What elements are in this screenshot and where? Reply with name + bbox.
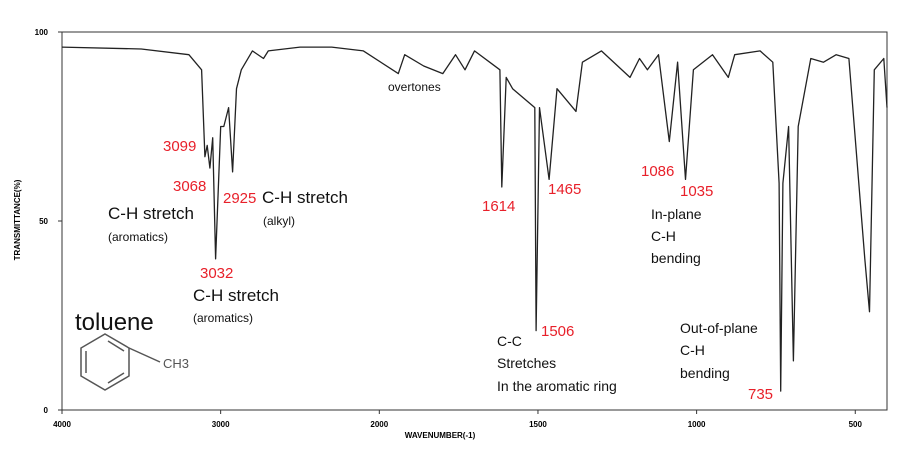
annotation: (aromatics) (108, 230, 168, 244)
annotation: C-H (680, 342, 705, 358)
annotation: overtones (388, 80, 441, 94)
annotation: C-H (651, 228, 676, 244)
peak-label: 1506 (541, 323, 574, 340)
y-tick-label: 100 (35, 28, 49, 37)
peak-label: 1614 (482, 198, 515, 215)
y-axis-label: TRANSMITTANCE(%) (13, 179, 22, 260)
peak-label: 3068 (173, 178, 206, 195)
annotation: (aromatics) (193, 311, 253, 325)
toluene-structure (80, 333, 161, 391)
y-tick-label: 0 (44, 406, 49, 415)
annotation: In-plane (651, 206, 702, 222)
benzene-ring (80, 333, 130, 391)
x-tick-label: 500 (849, 420, 863, 429)
molecule-name: toluene (75, 309, 154, 336)
annotation: C-C (497, 333, 522, 349)
annotation: bending (680, 365, 730, 381)
x-tick-label: 1000 (688, 420, 706, 429)
peak-label: 1086 (641, 163, 674, 180)
peak-label: 1035 (680, 183, 713, 200)
x-tick-label: 1500 (529, 420, 547, 429)
annotation: C-H stretch (262, 188, 348, 207)
annotation: Out-of-plane (680, 320, 758, 336)
annotation: C-H stretch (108, 204, 194, 223)
peak-label: 3032 (200, 265, 233, 282)
y-tick-label: 50 (39, 217, 48, 226)
annotation: Stretches (497, 355, 556, 371)
peak-label: 2925 (223, 190, 256, 207)
methyl-bond (128, 347, 161, 363)
double-bond (107, 372, 125, 384)
peak-label: 735 (748, 386, 773, 403)
x-tick-label: 2000 (370, 420, 388, 429)
double-bond (107, 340, 125, 352)
peak-label: 1465 (548, 181, 581, 198)
annotation: bending (651, 250, 701, 266)
x-tick-label: 3000 (212, 420, 230, 429)
annotation: (alkyl) (263, 214, 295, 228)
x-tick-label: 4000 (53, 420, 71, 429)
annotation: C-H stretch (193, 286, 279, 305)
x-axis-label: WAVENUMBER(-1) (405, 431, 476, 440)
substituent: CH3 (163, 356, 189, 371)
annotation: In the aromatic ring (497, 378, 617, 394)
spectrum-line (61, 46, 888, 392)
peak-label: 3099 (163, 138, 196, 155)
